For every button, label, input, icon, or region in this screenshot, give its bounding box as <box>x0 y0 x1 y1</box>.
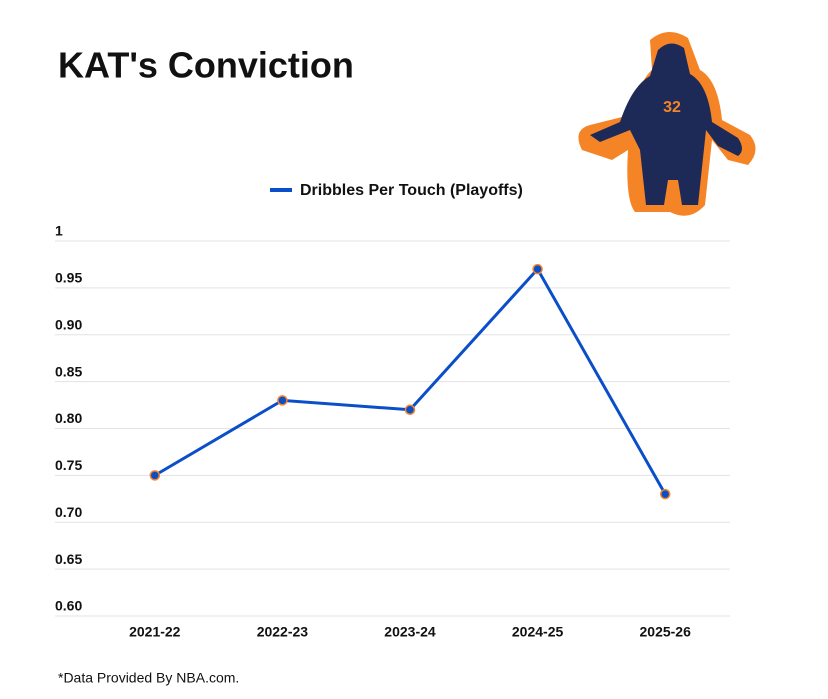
x-tick-label: 2025-26 <box>640 624 692 640</box>
y-tick-label: 0.60 <box>55 598 82 614</box>
player-image: 32 <box>578 31 756 216</box>
data-point <box>659 488 671 500</box>
x-tick-label: 2022-23 <box>257 624 309 640</box>
data-point <box>404 404 416 415</box>
x-tick-label: 2023-24 <box>384 624 436 640</box>
svg-text:32: 32 <box>663 99 681 116</box>
chart-title: KAT's Conviction <box>58 45 354 86</box>
legend-label: Dribbles Per Touch (Playoffs) <box>300 182 523 199</box>
x-tick-label: 2021-22 <box>129 624 181 640</box>
y-tick-label: 0.75 <box>55 457 82 473</box>
y-tick-label: 0.65 <box>55 551 82 567</box>
y-tick-label: 1 <box>55 223 63 239</box>
y-tick-label: 0.70 <box>55 504 82 520</box>
y-tick-label: 0.85 <box>55 363 82 379</box>
y-tick-label: 0.95 <box>55 270 82 286</box>
data-point <box>277 395 288 406</box>
x-tick-label: 2024-25 <box>512 624 564 640</box>
data-point <box>149 470 161 481</box>
y-tick-label: 0.90 <box>55 316 82 332</box>
y-tick-label: 0.80 <box>55 410 82 426</box>
data-point <box>532 263 543 275</box>
footnote: *Data Provided By NBA.com. <box>58 670 239 686</box>
